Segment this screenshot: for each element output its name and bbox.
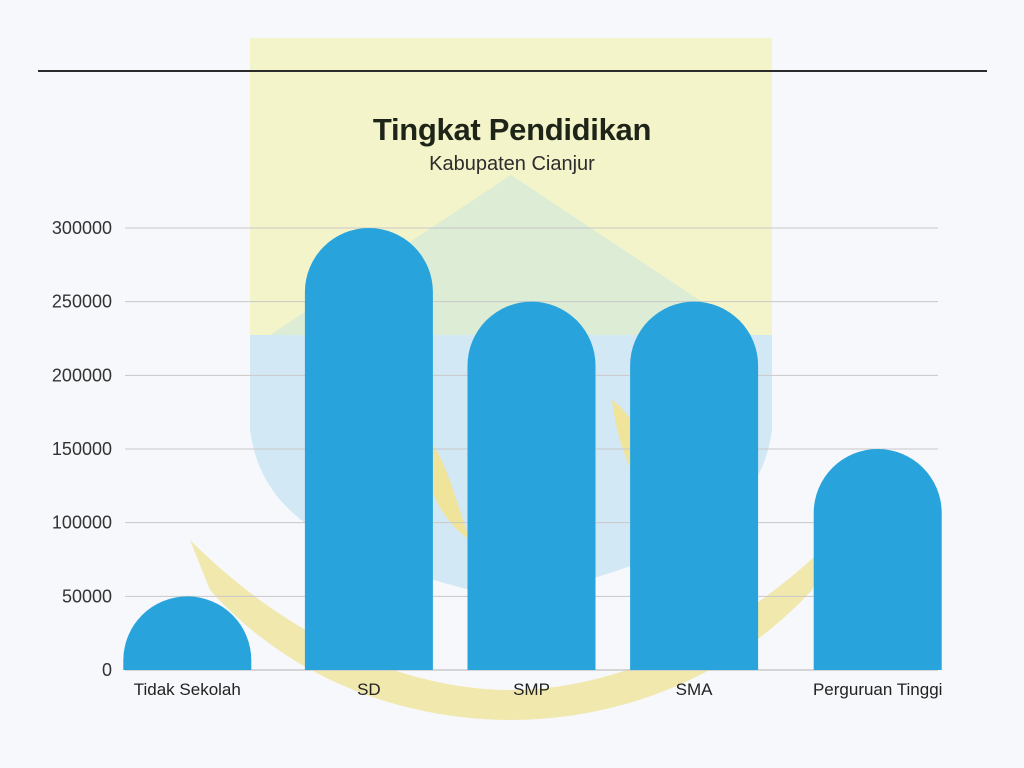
bar-tidak-sekolah: [123, 596, 252, 670]
y-tick-label: 50000: [62, 586, 112, 606]
bars: [123, 228, 942, 670]
bar-sma: [630, 301, 759, 670]
y-tick-label: 200000: [52, 365, 112, 385]
x-tick-label: Tidak Sekolah: [134, 680, 241, 699]
x-axis-labels: Tidak Sekolah SD SMP SMA Perguruan Tinggi: [134, 680, 943, 699]
bar-sd: [304, 228, 433, 670]
x-tick-label: SMA: [676, 680, 714, 699]
bar-smp: [467, 301, 596, 670]
chart-subtitle: Kabupaten Cianjur: [429, 153, 595, 175]
bar-perguruan-tinggi: [813, 449, 942, 670]
chart-title: Tingkat Pendidikan: [372, 112, 652, 147]
y-tick-label: 0: [102, 660, 112, 680]
y-tick-label: 300000: [52, 218, 112, 238]
y-tick-label: 150000: [52, 439, 112, 459]
x-tick-label: SMP: [513, 680, 550, 699]
y-tick-label: 100000: [52, 513, 112, 533]
x-tick-label: Perguruan Tinggi: [813, 680, 942, 699]
x-tick-label: SD: [357, 680, 381, 699]
y-tick-label: 250000: [52, 292, 112, 312]
top-divider: [38, 70, 987, 72]
y-axis-ticks: 0 50000 100000 150000 200000 250000 300000: [52, 218, 112, 680]
